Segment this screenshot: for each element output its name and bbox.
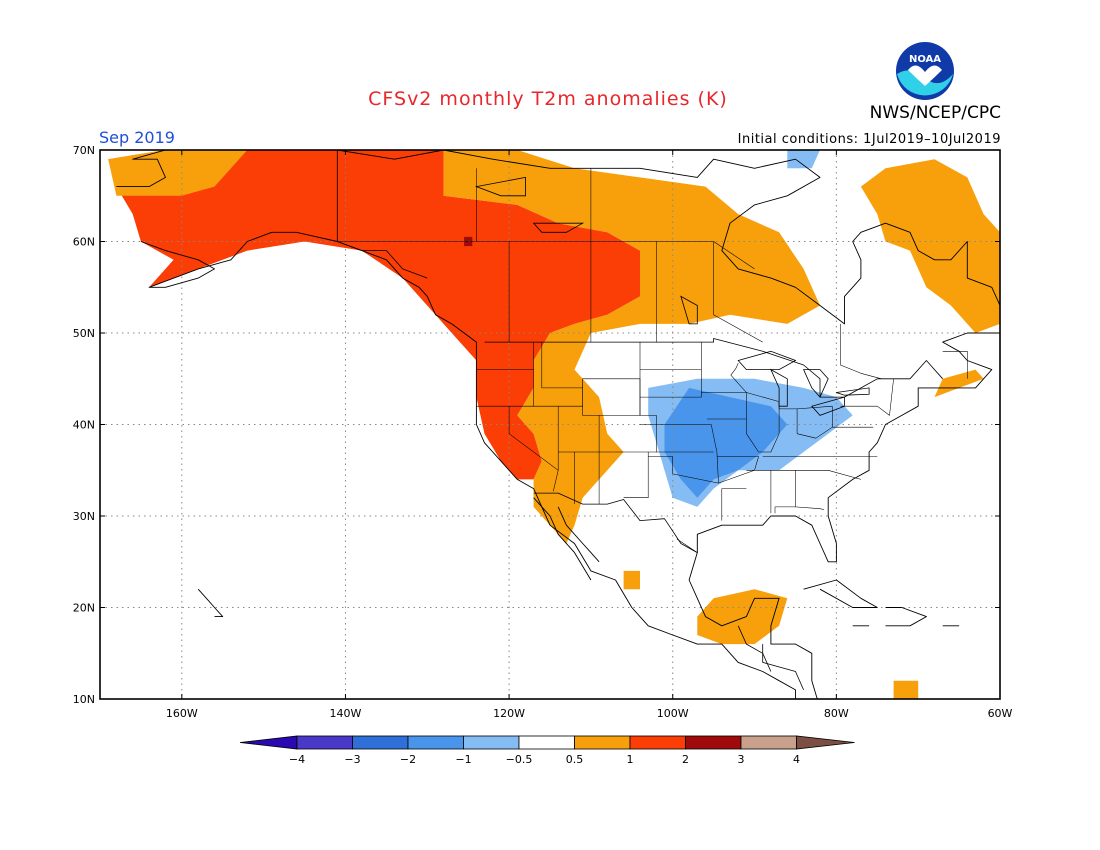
coastline	[885, 607, 927, 627]
lon-tick-label: 120W	[493, 707, 525, 720]
colorbar-arrow-high	[796, 735, 855, 750]
colorbar-tick-label: 0.5	[566, 753, 584, 766]
anomaly-region-7	[893, 680, 919, 699]
state-boundary	[795, 506, 825, 510]
colorbar-segment	[407, 735, 464, 750]
gridlines	[100, 150, 1000, 699]
state-boundary	[701, 392, 747, 420]
state-boundary	[623, 452, 649, 498]
noaa-logo-icon: NOAA	[895, 41, 955, 101]
state-boundary	[508, 406, 559, 471]
colorbar-segment	[685, 735, 742, 750]
state-boundary	[774, 470, 796, 514]
colorbar-segment	[296, 735, 353, 750]
lat-tick-label: 70N	[73, 144, 95, 157]
anomaly-region-10	[787, 150, 820, 169]
anomaly-region-5	[934, 369, 984, 398]
colorbar-tick-label: −3	[344, 753, 360, 766]
state-boundary	[840, 378, 894, 416]
state-boundary	[676, 534, 698, 553]
coastline	[197, 588, 224, 618]
province-boundary	[942, 351, 968, 379]
colorbar-segment	[574, 735, 631, 750]
coastline	[557, 506, 600, 563]
colorbar-tick-label: 1	[627, 753, 634, 766]
colorbar: −4 −3 −2 −1 −0.5 0.5 1 2 3 4	[239, 735, 855, 766]
state-boundary	[797, 426, 833, 439]
lake-outline	[532, 222, 585, 233]
lat-tick-label: 10N	[73, 693, 95, 706]
country-border	[533, 492, 698, 553]
geography-layer	[116, 150, 1000, 699]
lake-outline	[680, 295, 698, 325]
colorbar-segment	[740, 735, 797, 750]
lon-tick-label: 100W	[657, 707, 689, 720]
anomaly-region-6	[623, 570, 640, 590]
lat-tick-label: 20N	[73, 602, 95, 615]
initial-conditions-label: Initial conditions: 1Jul2019–10Jul2019	[737, 132, 1001, 147]
colorbar-tick-label: −4	[289, 753, 305, 766]
anomaly-region-4	[697, 589, 788, 645]
colorbar-segment	[463, 735, 520, 750]
state-boundary	[640, 342, 702, 398]
country-border	[484, 338, 943, 398]
country-border	[737, 625, 772, 672]
axis-labels: 70N 60N 50N 40N 30N 20N 10N 160W 140W 120W 100W 80W…	[73, 144, 1013, 720]
lake-outline	[770, 368, 788, 407]
lon-tick-label: 80W	[824, 707, 849, 720]
colorbar-tick-label: −0.5	[506, 753, 533, 766]
colorbar-tick-label: 4	[793, 753, 800, 766]
chart-title: CFSv2 monthly T2m anomalies (K)	[368, 88, 728, 110]
lat-tick-label: 50N	[73, 327, 95, 340]
anomaly-fill-layer	[108, 150, 1000, 699]
anomaly-region-9	[664, 387, 788, 498]
lake-outline	[737, 350, 797, 371]
state-boundary	[746, 470, 861, 480]
month-label: Sep 2019	[99, 128, 175, 147]
colorbar-tick-label: −2	[400, 753, 416, 766]
colorbar-tick-label: 3	[738, 753, 745, 766]
state-boundary	[778, 401, 798, 410]
state-boundary	[716, 456, 759, 484]
colorbar-segment	[629, 735, 686, 750]
state-boundary	[832, 406, 874, 428]
anomaly-region-1	[443, 150, 820, 544]
colorbar-segment	[518, 735, 575, 750]
colorbar-segment	[352, 735, 409, 750]
state-boundary	[721, 488, 747, 521]
colorbar-tick-label: −1	[455, 753, 471, 766]
coastline	[803, 579, 878, 608]
state-boundary	[639, 342, 714, 453]
colorbar-arrow-low	[239, 735, 298, 750]
state-boundary	[541, 342, 583, 389]
lat-tick-label: 40N	[73, 419, 95, 432]
province-boundary	[840, 323, 882, 380]
lat-tick-label: 60N	[73, 236, 95, 249]
lon-tick-label: 140W	[330, 707, 362, 720]
country-border	[762, 644, 804, 691]
anomaly-region-2	[108, 150, 248, 196]
province-boundary	[337, 241, 755, 270]
state-boundary	[730, 363, 747, 393]
logo-text: NOAA	[909, 54, 941, 65]
coastline	[116, 150, 1000, 699]
coastline	[533, 497, 592, 581]
anomaly-region-0	[108, 150, 640, 480]
lake-outline	[474, 176, 526, 197]
lake-outline	[836, 387, 870, 396]
anomaly-region-3	[860, 159, 1000, 333]
lat-tick-label: 30N	[73, 510, 95, 523]
lon-tick-label: 60W	[988, 707, 1013, 720]
agency-label: NWS/NCEP/CPC	[869, 103, 1001, 123]
lon-tick-label: 160W	[166, 707, 198, 720]
country-border	[336, 150, 428, 279]
colorbar-tick-label: 2	[682, 753, 689, 766]
province-boundary	[713, 241, 763, 343]
lake-outline	[802, 369, 829, 398]
